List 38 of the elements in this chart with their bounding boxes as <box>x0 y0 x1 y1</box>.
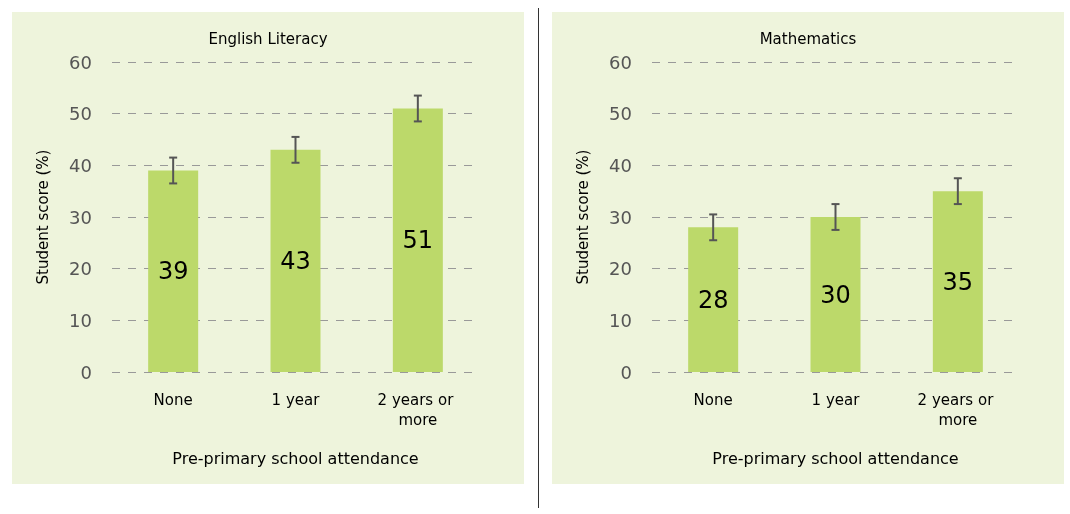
data-label: 35 <box>942 267 974 296</box>
bar <box>148 170 199 372</box>
y-tick-label: 0 <box>80 361 92 383</box>
y-tick-label: 50 <box>69 103 92 125</box>
y-tick-label: 20 <box>69 258 92 280</box>
data-label: 28 <box>697 285 729 314</box>
x-tick-label: 2 years or more <box>917 391 999 429</box>
x-axis-title: Pre-primary school attendance <box>172 448 419 468</box>
x-tick-label: 2 years or more <box>377 391 459 429</box>
chart-title: English Literacy <box>208 29 328 48</box>
y-tick-label: 40 <box>609 154 632 176</box>
data-label: 51 <box>402 226 434 255</box>
x-tick-label: 1 year <box>811 391 861 409</box>
bar <box>688 227 739 372</box>
y-tick-label: 0 <box>620 361 632 383</box>
y-tick-label: 30 <box>609 206 632 228</box>
bar <box>810 217 861 372</box>
y-tick-label: 60 <box>609 51 632 73</box>
chart-title: Mathematics <box>759 29 857 48</box>
y-tick-label: 40 <box>69 154 92 176</box>
x-tick-label: None <box>153 391 193 409</box>
y-tick-label: 10 <box>609 309 632 331</box>
data-label: 43 <box>280 246 311 275</box>
x-tick-label: 1 year <box>271 391 321 409</box>
x-axis-title: Pre-primary school attendance <box>712 448 959 468</box>
bar <box>270 149 321 372</box>
bar <box>932 191 983 372</box>
data-label: 30 <box>820 280 851 309</box>
y-tick-label: 10 <box>69 309 92 331</box>
y-tick-label: 60 <box>69 51 92 73</box>
y-tick-label: 50 <box>609 103 632 125</box>
x-tick-label: None <box>693 391 733 409</box>
y-tick-label: 20 <box>609 258 632 280</box>
data-label: 39 <box>157 257 189 286</box>
bar <box>392 108 443 372</box>
y-axis-title: Student score (%) <box>573 149 592 285</box>
y-tick-label: 30 <box>69 206 92 228</box>
y-axis-title: Student score (%) <box>33 149 52 285</box>
